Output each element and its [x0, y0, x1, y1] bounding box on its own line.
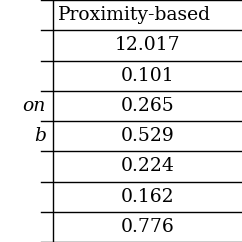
- Text: 0.776: 0.776: [121, 218, 174, 236]
- Text: 0.162: 0.162: [121, 188, 174, 206]
- Text: 0.101: 0.101: [121, 67, 174, 85]
- Text: 0.265: 0.265: [121, 97, 174, 115]
- Text: Proximity-based: Proximity-based: [58, 6, 211, 24]
- Text: on: on: [23, 97, 46, 115]
- Text: 0.224: 0.224: [121, 157, 174, 175]
- Text: 0.529: 0.529: [121, 127, 174, 145]
- Text: b: b: [34, 127, 46, 145]
- Text: 12.017: 12.017: [115, 36, 181, 54]
